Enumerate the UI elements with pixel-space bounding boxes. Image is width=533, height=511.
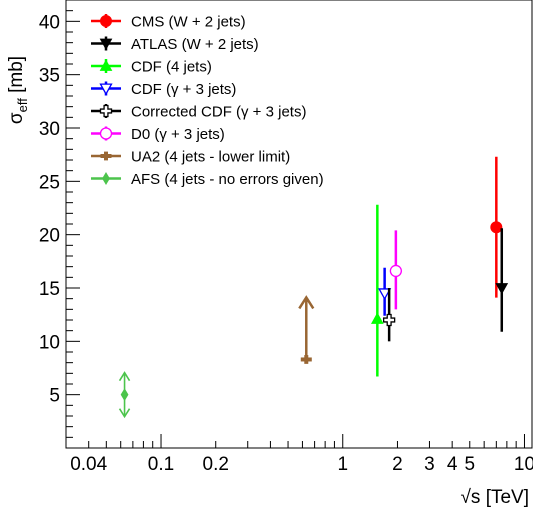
y-tick-label: 30 <box>39 119 60 140</box>
y-tick-label: 10 <box>39 332 60 353</box>
data-series-3 <box>378 267 392 316</box>
y-tick-label: 20 <box>39 226 60 247</box>
x-axis-title: √s [TeV] <box>460 487 529 508</box>
x-tick-label: 5 <box>464 454 475 475</box>
marker-open-triangle-down <box>378 288 392 301</box>
marker-circle <box>100 15 112 27</box>
data-series-1 <box>495 228 509 332</box>
legend-label: ATLAS (W + 2 jets) <box>131 36 259 53</box>
data-series-7 <box>118 371 131 419</box>
x-tick-label: 1 <box>337 454 348 475</box>
marker-plus-stem <box>304 355 309 364</box>
y-tick-label: 35 <box>39 66 60 87</box>
y-axis-title: σeff [mb] <box>6 56 30 124</box>
legend-item: UA2 (4 jets - lower limit) <box>91 149 290 166</box>
marker-open-cross <box>382 313 396 327</box>
marker-open-cross <box>99 104 113 118</box>
x-tick-label: 0.2 <box>203 454 229 475</box>
y-tick-label: 5 <box>49 386 60 407</box>
legend-item: AFS (4 jets - no errors given) <box>91 171 324 188</box>
y-axis: 5 10 15 20 25 30 35 40 <box>39 0 80 438</box>
data-series-4 <box>382 288 396 342</box>
x-tick-label: 3 <box>424 454 435 475</box>
data-series-6 <box>298 295 315 364</box>
marker-diamond <box>120 388 129 402</box>
y-axis-title-unit: [mb] <box>6 56 27 98</box>
x-tick-label: 2 <box>392 454 403 475</box>
legend-item: CDF (γ + 3 jets) <box>91 81 236 98</box>
marker-triangle-down <box>495 283 509 295</box>
data-series-0 <box>490 156 503 298</box>
marker-open-circle <box>99 127 113 140</box>
legend-label: AFS (4 jets - no errors given) <box>131 171 324 188</box>
x-tick-label: 0.1 <box>148 454 174 475</box>
x-tick-label: 4 <box>447 454 458 475</box>
legend-item: CDF (4 jets) <box>91 59 212 76</box>
limit-arrow-head <box>298 295 315 310</box>
marker-plus-stem <box>104 151 108 161</box>
y-axis-title-subscript: eff <box>15 98 30 113</box>
marker-circle <box>490 221 503 234</box>
legend-item: D0 (γ + 3 jets) <box>91 126 225 143</box>
legend-item: ATLAS (W + 2 jets) <box>91 36 259 53</box>
y-tick-label: 15 <box>39 279 60 300</box>
double-arrow-head-down <box>118 408 131 419</box>
legend: CMS (W + 2 jets) ATLAS (W + 2 jets) CDF (4… <box>91 14 324 188</box>
y-tick-label: 25 <box>39 172 60 193</box>
data-series-2 <box>370 204 384 377</box>
legend-label: UA2 (4 jets - lower limit) <box>131 149 290 166</box>
legend-item: CMS (W + 2 jets) <box>91 14 246 31</box>
legend-label: CDF (4 jets) <box>131 59 212 76</box>
legend-item: Corrected CDF (γ + 3 jets) <box>91 104 306 121</box>
marker-diamond <box>102 172 110 185</box>
marker-open-triangle-down <box>99 83 113 96</box>
legend-label: CMS (W + 2 jets) <box>131 14 246 31</box>
legend-label: D0 (γ + 3 jets) <box>131 126 225 143</box>
x-axis: 0.04 0.1 0.2 1 2 3 4 5 10 <box>65 434 533 475</box>
x-tick-label: 0.04 <box>70 454 107 475</box>
x-tick-label: 10 <box>514 454 533 475</box>
marker-triangle-up <box>99 59 113 71</box>
y-tick-label: 40 <box>39 12 60 33</box>
double-arrow-head-up <box>118 371 131 382</box>
legend-label: CDF (γ + 3 jets) <box>131 81 236 98</box>
data-series-5 <box>389 230 403 310</box>
marker-triangle-up <box>370 312 384 324</box>
marker-triangle-down <box>99 38 113 51</box>
data-series-layer <box>118 156 509 419</box>
legend-label: Corrected CDF (γ + 3 jets) <box>131 104 306 121</box>
marker-open-circle <box>389 264 403 278</box>
y-axis-title-symbol: σ <box>6 112 27 124</box>
